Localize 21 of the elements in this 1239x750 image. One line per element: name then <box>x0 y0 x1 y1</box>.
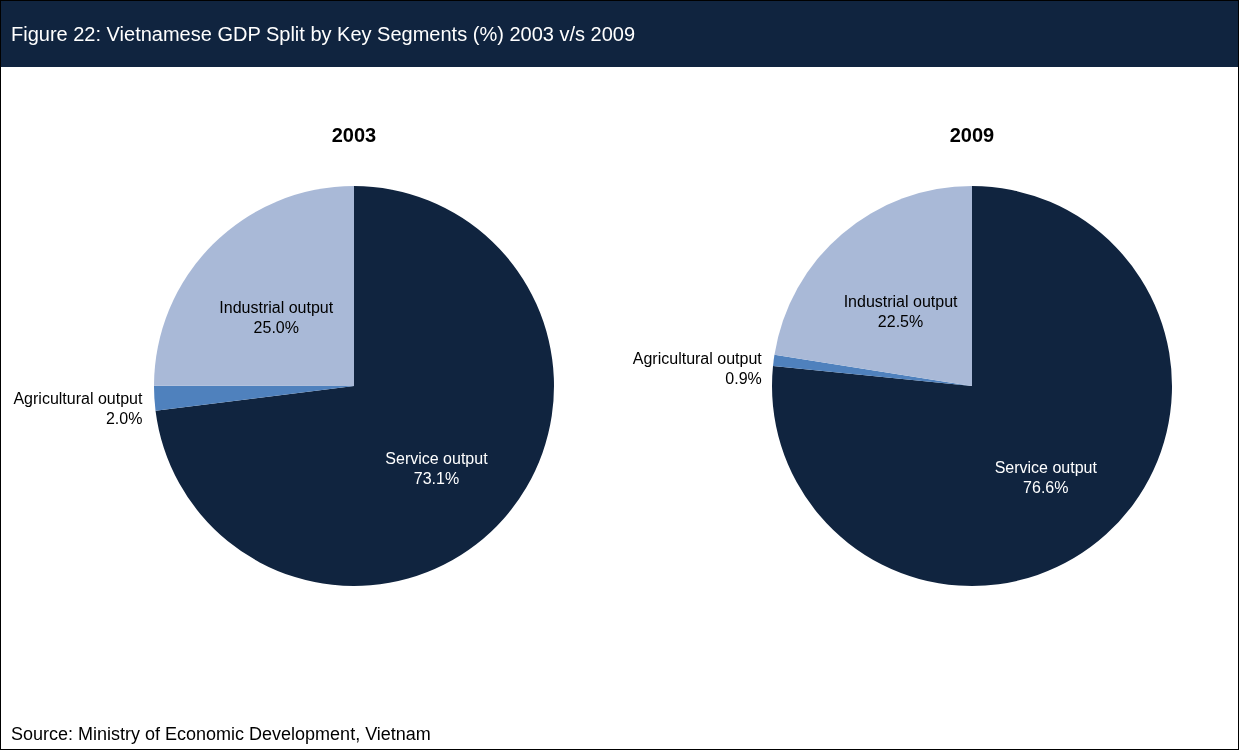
data-label: 76.6% <box>1023 478 1069 496</box>
chart-title: 2009 <box>949 124 995 146</box>
slice-label: Service output <box>994 458 1098 476</box>
slice-label: Industrial output <box>843 293 959 311</box>
source-note: Source: Ministry of Economic Development, Vietnam <box>11 724 431 745</box>
slice-label: Industrial output <box>219 299 334 317</box>
data-label: 0.9% <box>725 369 762 387</box>
data-label: 2.0% <box>105 409 143 427</box>
pie-slice <box>155 186 554 586</box>
slice-label: Service output <box>385 449 489 467</box>
data-label: 25.0% <box>253 319 299 337</box>
chart-title: 2003 <box>331 124 377 146</box>
data-label: 73.1% <box>413 469 460 487</box>
pie-slice <box>773 354 972 386</box>
slice-label: Agricultural output <box>13 389 143 407</box>
pie-slice <box>772 186 1172 586</box>
pie-slice <box>774 186 972 386</box>
data-label: 22.5% <box>877 313 924 331</box>
slice-label: Agricultural output <box>632 349 763 367</box>
pie-slice <box>154 186 354 386</box>
text: Figure 22: Vietnamese GDP Split by Key Segments (%) 2003 v/s 2009 <box>1 1 1238 67</box>
